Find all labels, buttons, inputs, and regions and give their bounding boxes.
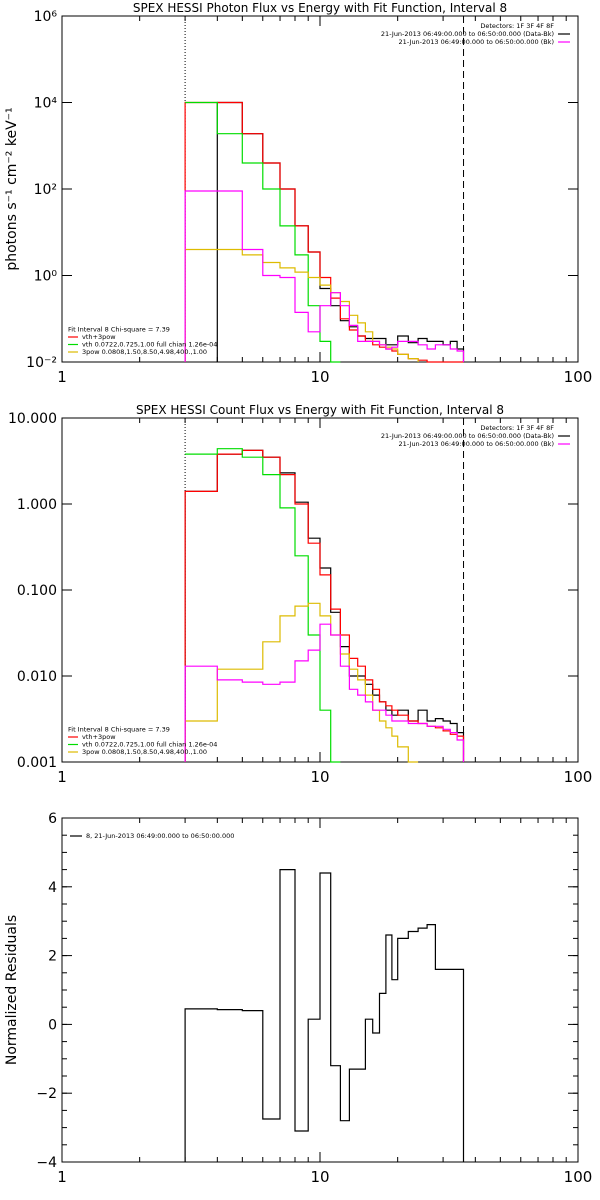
y-tick-label: 1.000 bbox=[17, 497, 57, 513]
legend-top-right-entry: 21-Jun-2013 06:49:00.000 to 06:50:00.000… bbox=[381, 432, 554, 440]
y-axis-label: Normalized Residuals bbox=[4, 915, 20, 1065]
legend-top-right-entry: Detectors: 1F 3F 4F 8F bbox=[480, 424, 554, 432]
legend-top-right-entry: 21-Jun-2013 06:49:00.000 to 06:50:00.000… bbox=[399, 440, 554, 448]
y-tick-label: 10⁻² bbox=[26, 355, 57, 371]
x-tick-label: 1 bbox=[57, 768, 67, 786]
y-axis-label: photons s⁻¹ cm⁻² keV⁻¹ bbox=[4, 107, 20, 270]
y-tick-label: 10.000 bbox=[8, 411, 57, 427]
y-tick-label: 4 bbox=[48, 880, 57, 896]
series-vth-3pow bbox=[184, 449, 465, 762]
legend-bottom-left-entry: vth 0.0722,0.725,1.00 full chian 1.26e-0… bbox=[82, 341, 217, 349]
legend-top-right-entry: Detectors: 1F 3F 4F 8F bbox=[480, 22, 554, 30]
chart-3: 1 10 100 −4 −2 0 2 4 6 Normalized Residuals 8, 21-… bbox=[4, 811, 592, 1186]
series-data-bk bbox=[184, 449, 465, 762]
series-8-21-jun-2013-06-49-00-000-to-06-50-00-000 bbox=[184, 868, 465, 1162]
y-tick-label: −4 bbox=[36, 1155, 57, 1171]
y-tick-label: 0.010 bbox=[17, 669, 57, 685]
legend-top-left-entry: 8, 21-Jun-2013 06:49:00.000 to 06:50:00.… bbox=[86, 832, 234, 840]
y-tick-label: 0.001 bbox=[17, 755, 57, 771]
x-tick-label: 10 bbox=[310, 768, 329, 786]
series-vth bbox=[185, 448, 341, 763]
x-tick-label: 100 bbox=[564, 368, 593, 386]
y-tick-label: 0.100 bbox=[17, 583, 57, 599]
series-data-bk bbox=[216, 101, 465, 362]
x-tick-label: 100 bbox=[564, 1168, 593, 1186]
legend-top-right-entry: 21-Jun-2013 06:49:00.000 to 06:50:00.000… bbox=[381, 30, 554, 38]
y-tick-label: 10⁰ bbox=[34, 269, 58, 285]
series-bk bbox=[184, 190, 465, 362]
legend-top-right-entry: 21-Jun-2013 06:49:00.000 to 06:50:00.000… bbox=[399, 38, 554, 46]
series-vth bbox=[185, 101, 341, 363]
series-3pow bbox=[184, 602, 419, 763]
y-tick-label: 10⁶ bbox=[34, 9, 58, 25]
legend-bottom-left-entry: vth+3pow bbox=[82, 333, 116, 341]
legend-bottom-left-entry: Fit Interval 8 Chi-square = 7.39 bbox=[68, 326, 170, 334]
x-tick-label: 10 bbox=[310, 1168, 329, 1186]
series-bk bbox=[184, 623, 465, 762]
x-tick-label: 10 bbox=[310, 368, 329, 386]
legend-bottom-left-entry: vth+3pow bbox=[82, 733, 116, 741]
y-tick-label: −2 bbox=[36, 1086, 57, 1102]
chart-title: SPEX HESSI Count Flux vs Energy with Fit… bbox=[136, 403, 504, 417]
legend-bottom-left-entry: 3pow 0.0808,1.50,8.50,4.98,400.,1.00 bbox=[82, 748, 207, 756]
chart-title: SPEX HESSI Photon Flux vs Energy with Fi… bbox=[133, 1, 507, 15]
legend-bottom-left-entry: 3pow 0.0808,1.50,8.50,4.98,400.,1.00 bbox=[82, 348, 207, 356]
y-tick-label: 6 bbox=[48, 811, 57, 827]
legend-bottom-left-entry: Fit Interval 8 Chi-square = 7.39 bbox=[68, 726, 170, 734]
y-tick-label: 10² bbox=[34, 182, 57, 198]
y-tick-label: 10⁴ bbox=[34, 96, 58, 112]
x-tick-label: 1 bbox=[57, 368, 67, 386]
x-tick-label: 100 bbox=[564, 768, 593, 786]
chart-1: SPEX HESSI Photon Flux vs Energy with Fi… bbox=[4, 1, 592, 386]
y-tick-label: 0 bbox=[48, 1017, 57, 1033]
legend-bottom-left-entry: vth 0.0722,0.725,1.00 full chian 1.26e-0… bbox=[82, 741, 217, 749]
chart-2: SPEX HESSI Count Flux vs Energy with Fit… bbox=[8, 403, 592, 786]
y-tick-label: 2 bbox=[48, 949, 57, 965]
series-vth-3pow bbox=[184, 101, 464, 363]
x-tick-label: 1 bbox=[57, 1168, 67, 1186]
